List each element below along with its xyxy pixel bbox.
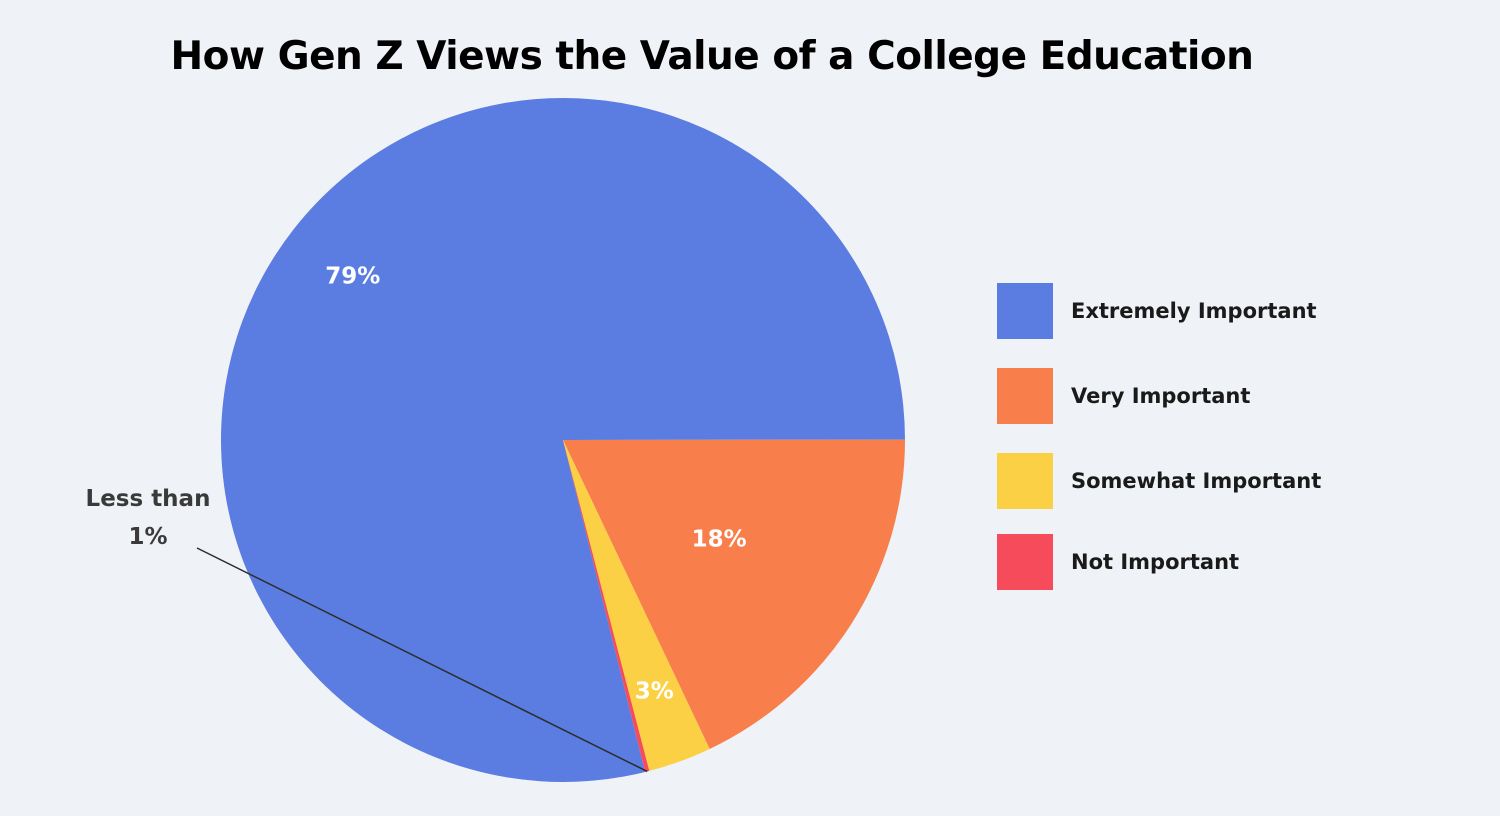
pie-slice-somewhat-important — [563, 440, 710, 771]
legend-label: Extremely Important — [1071, 299, 1317, 323]
legend-item-not-important: Not Important — [997, 534, 1321, 590]
slice-value-label-extremely-important: 79% — [325, 264, 380, 290]
callout-label-line2: 1% — [128, 524, 167, 550]
chart-legend: Extremely Important Very Important Somew… — [997, 283, 1321, 619]
legend-swatch — [997, 368, 1053, 424]
chart-title: How Gen Z Views the Value of a College E… — [170, 34, 1254, 79]
slice-value-label-very-important: 18% — [692, 527, 747, 553]
pie-slice-extremely-important — [221, 98, 905, 783]
pie-slice-not-important — [563, 440, 650, 772]
legend-label: Very Important — [1071, 384, 1251, 408]
legend-swatch — [997, 283, 1053, 339]
pie-slice-labels: 79% 18% 3% — [325, 264, 746, 705]
slice-value-label-somewhat-important: 3% — [635, 679, 674, 705]
legend-label: Not Important — [1071, 550, 1240, 574]
legend-item-somewhat-important: Somewhat Important — [997, 453, 1321, 509]
pie-slice-very-important — [563, 439, 905, 749]
callout-leader-line — [196, 547, 648, 773]
legend-swatch — [997, 534, 1053, 590]
legend-item-very-important: Very Important — [997, 368, 1321, 424]
legend-label: Somewhat Important — [1071, 469, 1322, 493]
legend-swatch — [997, 453, 1053, 509]
callout-label-line1: Less than — [86, 486, 211, 512]
pie-slices — [221, 98, 905, 783]
legend-item-extremely-important: Extremely Important — [997, 283, 1321, 339]
small-slice-callout: Less than 1% — [86, 486, 648, 773]
